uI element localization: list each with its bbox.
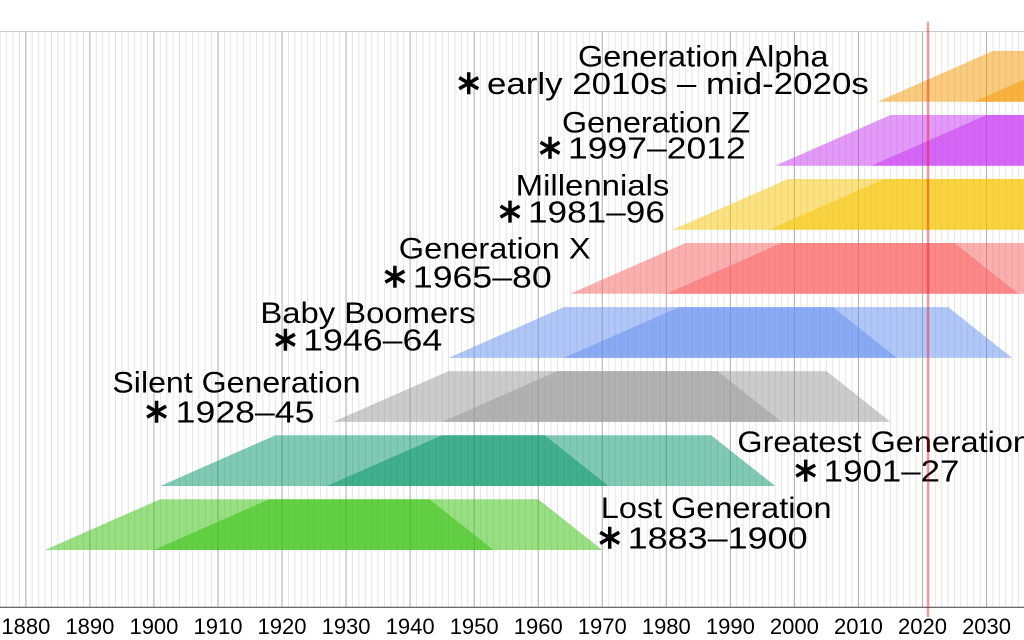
- svg-text:1901–27: 1901–27: [824, 453, 960, 488]
- svg-text:1970: 1970: [578, 614, 627, 639]
- svg-text:1950: 1950: [450, 614, 499, 639]
- svg-text:1990: 1990: [706, 614, 755, 639]
- svg-text:Generation Z: Generation Z: [562, 107, 750, 140]
- svg-text:1890: 1890: [65, 614, 114, 639]
- svg-text:2010: 2010: [834, 614, 883, 639]
- svg-text:2000: 2000: [770, 614, 819, 639]
- svg-text:Lost Generation: Lost Generation: [601, 492, 832, 525]
- svg-text:1965–80: 1965–80: [413, 260, 552, 295]
- svg-text:1920: 1920: [258, 614, 307, 639]
- svg-text:1981–96: 1981–96: [528, 194, 665, 229]
- svg-text:1980: 1980: [642, 614, 691, 639]
- svg-text:1960: 1960: [514, 614, 563, 639]
- svg-text:1930: 1930: [322, 614, 371, 639]
- svg-text:2030: 2030: [962, 614, 1011, 639]
- svg-text:Greatest Generation: Greatest Generation: [737, 426, 1024, 459]
- svg-text:1910: 1910: [194, 614, 243, 639]
- svg-text:1900: 1900: [129, 614, 178, 639]
- svg-text:Millennials: Millennials: [516, 170, 670, 203]
- svg-text:Silent Generation: Silent Generation: [112, 366, 360, 399]
- svg-text:early 2010s – mid-2020s: early 2010s – mid-2020s: [487, 66, 869, 101]
- svg-text:1940: 1940: [386, 614, 435, 639]
- svg-text:1997–2012: 1997–2012: [568, 131, 746, 166]
- svg-text:1883–1900: 1883–1900: [628, 521, 808, 556]
- svg-text:1928–45: 1928–45: [176, 395, 315, 430]
- svg-text:1946–64: 1946–64: [303, 323, 442, 358]
- svg-text:Baby Boomers: Baby Boomers: [260, 297, 475, 330]
- svg-text:Generation X: Generation X: [399, 233, 591, 266]
- svg-text:2020: 2020: [898, 614, 947, 639]
- svg-text:Generation Alpha: Generation Alpha: [578, 41, 829, 74]
- svg-text:1880: 1880: [1, 614, 50, 639]
